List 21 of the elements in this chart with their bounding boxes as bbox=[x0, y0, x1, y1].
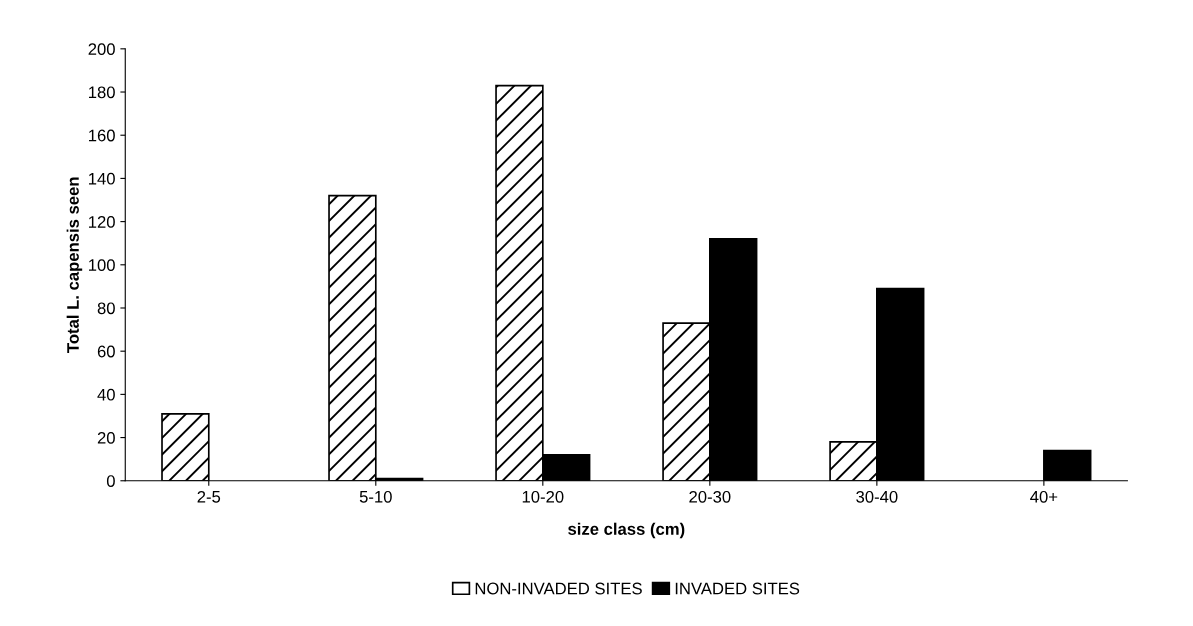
y-tick-label: 20 bbox=[97, 431, 115, 444]
y-tick-label: 100 bbox=[89, 259, 115, 271]
y-tick-label: 140 bbox=[89, 172, 115, 185]
y-axis-title: Total L. capensis seen bbox=[66, 177, 83, 353]
y-tick-label: 40 bbox=[97, 388, 115, 401]
y-tick-label: 120 bbox=[89, 216, 115, 228]
y-tick-label: 80 bbox=[97, 302, 115, 315]
x-tick-label: 2-5 bbox=[197, 490, 221, 503]
y-tick-label: 200 bbox=[88, 43, 115, 56]
legend-label: NON-INVADED SITES bbox=[475, 582, 642, 595]
x-tick-label: 20-30 bbox=[689, 490, 731, 503]
x-tick-label: 10-20 bbox=[522, 490, 564, 503]
x-tick-label: 40+ bbox=[1030, 490, 1058, 503]
x-axis-title: size class (cm) bbox=[568, 522, 685, 539]
x-tick-label: 30-40 bbox=[856, 490, 898, 503]
y-tick-label: 0 bbox=[106, 475, 115, 487]
y-tick-label: 180 bbox=[89, 86, 115, 99]
y-tick-label: 160 bbox=[89, 129, 115, 142]
legend-label: INVADED SITES bbox=[675, 582, 800, 595]
x-tick-label: 5-10 bbox=[359, 490, 392, 503]
y-tick-label: 60 bbox=[97, 345, 115, 358]
